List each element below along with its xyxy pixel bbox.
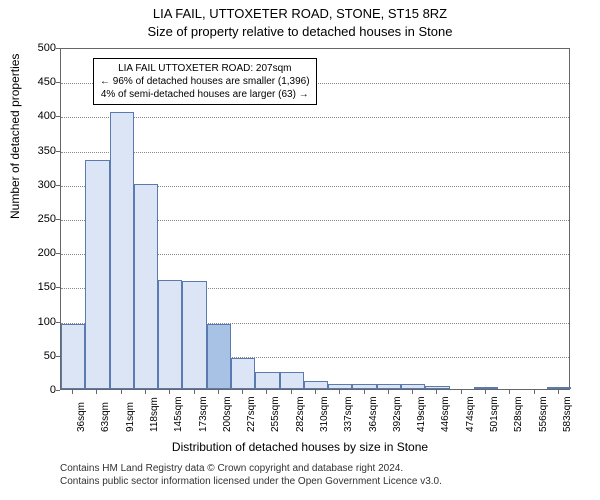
histogram-bar [61,324,85,389]
gridline [61,152,569,153]
x-tick-mark [485,390,486,394]
attribution: Contains HM Land Registry data © Crown c… [60,462,442,488]
histogram-bar [474,387,498,389]
histogram-bar [547,387,571,389]
x-tick-label: 474sqm [465,396,476,432]
x-tick-label: 528sqm [513,396,524,432]
x-tick-label: 392sqm [392,396,403,432]
y-tick-mark [56,116,60,117]
y-tick-mark [56,356,60,357]
histogram-bar [401,384,425,389]
gridline [61,117,569,118]
x-tick-label: 118sqm [149,397,160,432]
x-tick-label: 255sqm [270,396,281,432]
x-tick-label: 282sqm [295,396,306,432]
histogram-bar [352,384,376,389]
x-tick-label: 227sqm [246,396,257,432]
y-tick-label: 100 [16,316,56,328]
y-tick-mark [56,185,60,186]
x-tick-label: 556sqm [538,396,549,432]
y-tick-mark [56,82,60,83]
x-tick-label: 173sqm [198,396,209,432]
attribution-line2: Contains public sector information licen… [60,475,442,488]
annotation-line1: LIA FAIL UTTOXETER ROAD: 207sqm [100,62,310,75]
x-tick-mark [534,390,535,394]
histogram-bar [134,184,158,389]
x-tick-mark [194,390,195,394]
histogram-bar [85,160,109,389]
x-tick-mark [145,390,146,394]
x-tick-label: 364sqm [368,396,379,432]
x-axis-label: Distribution of detached houses by size … [0,440,600,454]
y-tick-mark [56,287,60,288]
histogram-bar [182,281,206,389]
chart-title: LIA FAIL, UTTOXETER ROAD, STONE, ST15 8R… [0,6,600,21]
y-tick-label: 0 [16,384,56,396]
x-tick-label: 145sqm [173,396,184,432]
x-tick-label: 419sqm [416,396,427,432]
x-tick-label: 583sqm [562,396,573,432]
x-tick-label: 501sqm [489,396,500,432]
x-tick-mark [339,390,340,394]
x-tick-mark [72,390,73,394]
histogram-bar [425,386,449,389]
histogram-bar [231,358,255,389]
x-tick-mark [436,390,437,394]
chart-container: LIA FAIL, UTTOXETER ROAD, STONE, ST15 8R… [0,0,600,500]
histogram-bar [328,384,352,389]
x-tick-mark [364,390,365,394]
x-tick-mark [461,390,462,394]
y-tick-mark [56,151,60,152]
y-tick-mark [56,253,60,254]
histogram-bar [304,381,328,389]
x-tick-mark [266,390,267,394]
y-tick-label: 250 [16,213,56,225]
x-tick-label: 337sqm [343,396,354,432]
x-tick-mark [218,390,219,394]
y-tick-mark [56,322,60,323]
x-tick-mark [96,390,97,394]
x-tick-mark [388,390,389,394]
x-tick-label: 36sqm [76,402,87,432]
x-tick-label: 446sqm [440,396,451,432]
x-tick-label: 310sqm [319,396,330,432]
histogram-bar [280,372,304,389]
y-tick-mark [56,48,60,49]
x-tick-mark [242,390,243,394]
y-tick-label: 150 [16,281,56,293]
annotation-line3: 4% of semi-detached houses are larger (6… [100,88,310,101]
x-tick-mark [315,390,316,394]
x-tick-mark [121,390,122,394]
y-tick-label: 500 [16,42,56,54]
y-tick-label: 400 [16,110,56,122]
histogram-bar [207,324,231,389]
y-tick-label: 200 [16,247,56,259]
y-tick-label: 450 [16,76,56,88]
y-tick-label: 350 [16,145,56,157]
x-tick-mark [291,390,292,394]
y-tick-mark [56,219,60,220]
annotation-line2: ← 96% of detached houses are smaller (1,… [100,75,310,88]
x-tick-mark [509,390,510,394]
x-tick-mark [169,390,170,394]
histogram-bar [377,384,401,389]
chart-subtitle: Size of property relative to detached ho… [0,24,600,39]
x-tick-mark [412,390,413,394]
x-tick-mark [558,390,559,394]
y-tick-label: 50 [16,350,56,362]
histogram-bar [158,280,182,389]
annotation-box: LIA FAIL UTTOXETER ROAD: 207sqm ← 96% of… [93,58,317,105]
histogram-bar [110,112,134,389]
y-tick-mark [56,390,60,391]
x-tick-label: 91sqm [125,402,136,432]
histogram-bar [255,372,279,389]
x-tick-label: 200sqm [222,396,233,432]
x-tick-label: 63sqm [100,402,111,432]
attribution-line1: Contains HM Land Registry data © Crown c… [60,462,442,475]
y-tick-label: 300 [16,179,56,191]
